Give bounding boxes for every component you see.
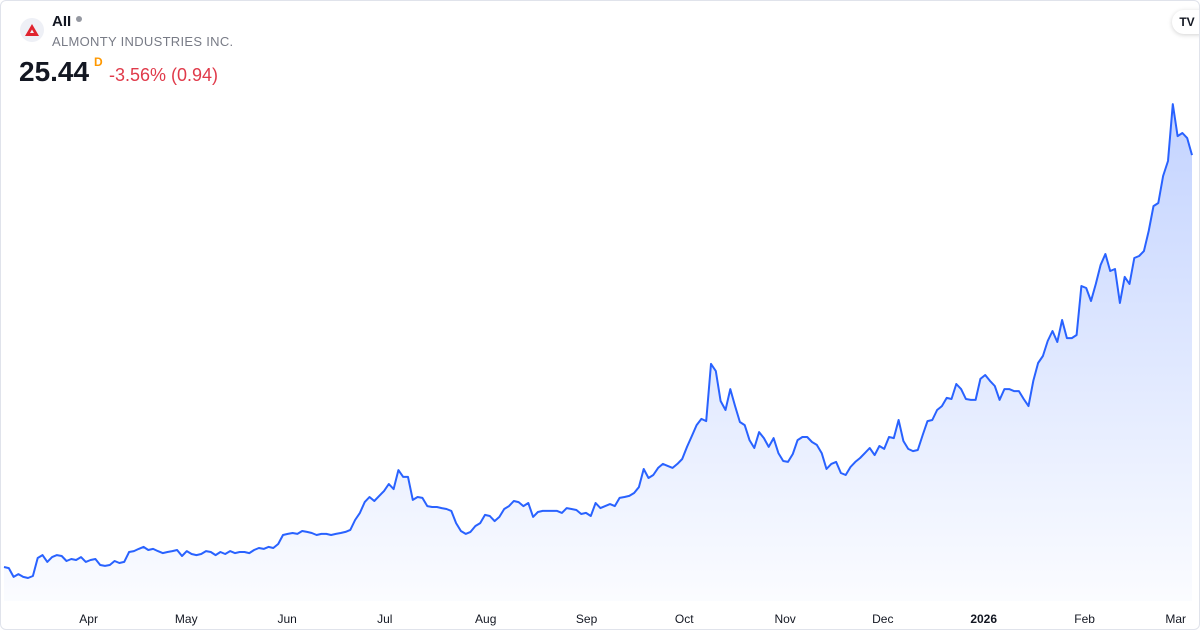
ticker-text: AII [52, 13, 72, 30]
price-change: -3.56% (0.94) [109, 65, 219, 85]
x-axis: Apr May Jun Jul Aug Sep Oct Nov Dec 2026 Feb Mar [79, 612, 1186, 626]
x-tick-label: Oct [675, 612, 694, 626]
last-price: 25.44 [19, 56, 90, 87]
x-tick-label: Sep [576, 612, 598, 626]
x-tick-label: Apr [79, 612, 98, 626]
symbol-ticker[interactable]: AII [52, 13, 83, 30]
x-tick-label: Nov [774, 612, 795, 626]
tradingview-logo-text: TV [1179, 15, 1195, 29]
x-tick-label: Jul [377, 612, 392, 626]
tradingview-logo-icon[interactable]: TV [1172, 10, 1199, 34]
x-tick-label: 2026 [970, 612, 997, 626]
price-line [3, 103, 1193, 579]
x-tick-label: Jun [277, 612, 296, 626]
x-tick-label: Mar [1165, 612, 1186, 626]
x-tick-label: Aug [475, 612, 496, 626]
almonty-logo-icon [20, 18, 44, 42]
x-tick-label: Feb [1074, 612, 1095, 626]
x-tick-label: May [175, 612, 198, 626]
market-status-dot [76, 16, 83, 23]
price-area-fill [4, 104, 1192, 601]
company-name: ALMONTY INDUSTRIES INC. [52, 34, 234, 49]
interval-badge: D [94, 55, 103, 69]
x-tick-label: Dec [872, 612, 893, 626]
